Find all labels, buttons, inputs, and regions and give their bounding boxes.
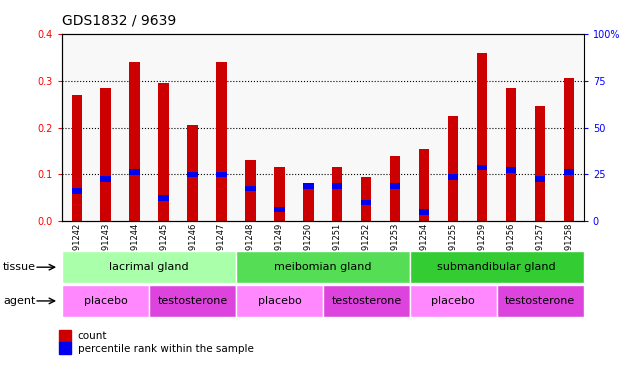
Bar xyxy=(332,183,342,189)
Bar xyxy=(216,172,227,177)
Bar xyxy=(274,167,284,221)
Bar xyxy=(245,160,256,221)
Bar xyxy=(129,62,140,221)
Text: lacrimal gland: lacrimal gland xyxy=(109,262,189,272)
Bar xyxy=(236,285,323,317)
Bar xyxy=(410,251,584,283)
Text: tissue: tissue xyxy=(3,262,36,272)
Text: testosterone: testosterone xyxy=(331,296,402,306)
Bar xyxy=(62,251,236,283)
Bar xyxy=(101,88,111,221)
Bar xyxy=(188,125,197,221)
Text: testosterone: testosterone xyxy=(157,296,228,306)
Bar xyxy=(506,88,517,221)
Text: agent: agent xyxy=(3,296,35,306)
Bar xyxy=(535,176,545,182)
Bar xyxy=(188,172,197,177)
Bar xyxy=(129,169,140,175)
Bar xyxy=(62,285,149,317)
Bar xyxy=(361,200,371,206)
Bar xyxy=(303,183,314,189)
Bar xyxy=(410,285,497,317)
Bar xyxy=(535,106,545,221)
Bar xyxy=(361,177,371,221)
Bar xyxy=(149,285,236,317)
Bar xyxy=(245,186,256,191)
Bar xyxy=(448,174,458,180)
Bar xyxy=(158,83,169,221)
Bar xyxy=(332,167,342,221)
Bar xyxy=(71,95,82,221)
Text: placebo: placebo xyxy=(84,296,127,306)
Bar xyxy=(448,116,458,221)
Legend: count, percentile rank within the sample: count, percentile rank within the sample xyxy=(61,332,253,354)
Bar xyxy=(419,209,429,214)
Text: placebo: placebo xyxy=(258,296,301,306)
Bar xyxy=(236,251,410,283)
Bar xyxy=(477,53,487,221)
Text: GDS1832 / 9639: GDS1832 / 9639 xyxy=(62,13,176,27)
Text: submandibular gland: submandibular gland xyxy=(437,262,556,272)
Bar xyxy=(564,78,574,221)
Bar xyxy=(497,285,584,317)
Bar xyxy=(274,207,284,212)
Text: testosterone: testosterone xyxy=(505,296,576,306)
Text: placebo: placebo xyxy=(432,296,475,306)
Bar xyxy=(477,165,487,170)
Bar xyxy=(390,156,401,221)
Bar xyxy=(216,62,227,221)
Bar xyxy=(101,176,111,182)
Text: meibomian gland: meibomian gland xyxy=(274,262,372,272)
Bar xyxy=(158,195,169,201)
Bar xyxy=(564,169,574,175)
Bar xyxy=(419,148,429,221)
Bar xyxy=(303,184,314,221)
Bar xyxy=(506,167,517,172)
Bar xyxy=(71,188,82,194)
Bar xyxy=(323,285,410,317)
Bar xyxy=(390,183,401,189)
